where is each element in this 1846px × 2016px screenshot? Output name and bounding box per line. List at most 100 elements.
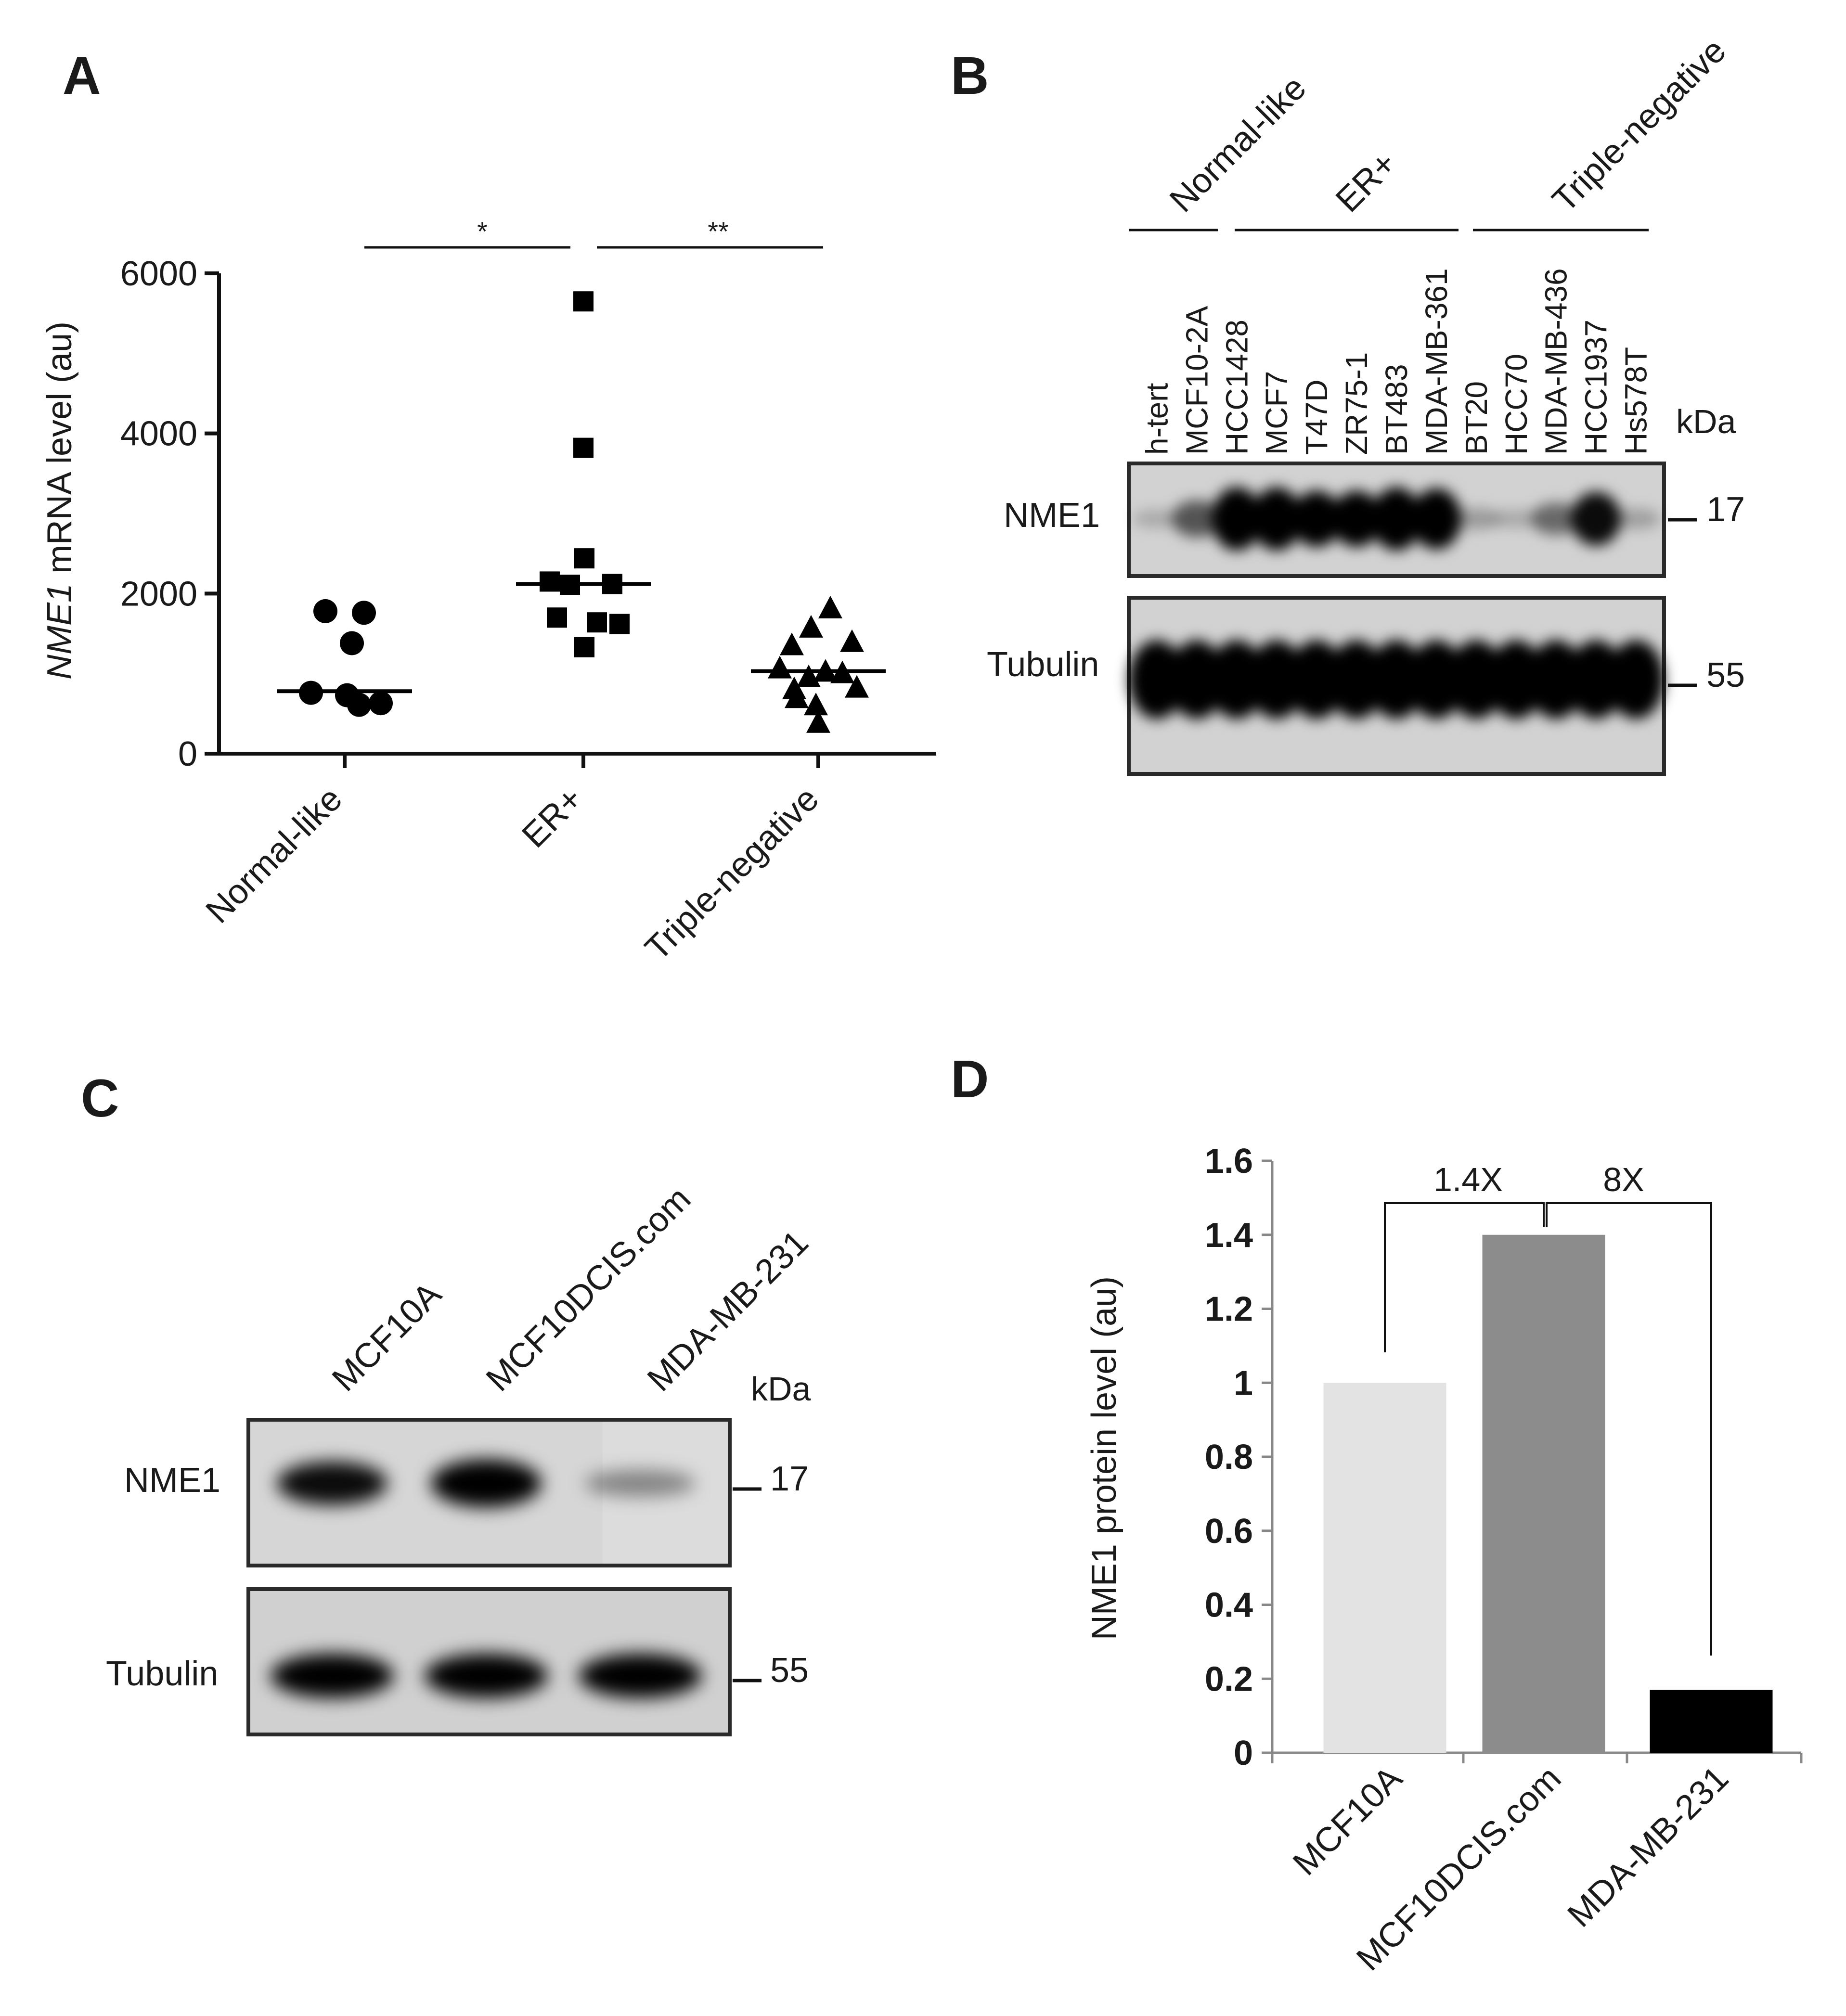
panel-b-tubulin-band xyxy=(1408,640,1464,719)
panel-b-lane-hs578t: Hs578T xyxy=(1619,347,1653,455)
panel-d-xlabel-mda-mb-231: MDA-MB-231 xyxy=(1560,1759,1736,1935)
panel-b-lane-bt483: BT483 xyxy=(1379,364,1414,455)
panel-b-lane-mcf10-2a: MCF10-2A xyxy=(1179,306,1214,455)
panel-a-ytick-label: 6000 xyxy=(120,255,197,293)
panel-d-bracket-right xyxy=(1546,1202,1712,1656)
panel-b-tubulin-band xyxy=(1448,640,1504,719)
panel-b-nme1-band xyxy=(1331,490,1381,547)
panel-b-kda-label: kDa xyxy=(1676,403,1736,440)
panel-b-group-er-plus: ER+ xyxy=(1329,144,1404,219)
panel-b-lane-zr75-1: ZR75-1 xyxy=(1339,352,1374,455)
panel-a-point-triple-negative xyxy=(804,693,828,716)
panel-d-ytick-label: 0.6 xyxy=(1205,1512,1253,1551)
panel-a-point-normal-like xyxy=(347,693,371,717)
panel-a-ytick-label: 2000 xyxy=(120,575,197,613)
panel-c-tubulin-band xyxy=(425,1654,548,1698)
panel-d-fold-right: 8X xyxy=(1603,1161,1644,1198)
panel-a-point-er xyxy=(587,612,607,633)
panel-c-letter: C xyxy=(81,1069,119,1128)
panel-b-tubulin-band xyxy=(1289,640,1345,719)
panel-c-tubulin-band xyxy=(271,1654,394,1698)
panel-b-nme1-band xyxy=(1252,487,1302,551)
panel-d-ytick-label: 1 xyxy=(1234,1364,1253,1402)
panel-b-tubulin-band xyxy=(1368,640,1425,719)
panel-b-letter: B xyxy=(951,46,989,105)
panel-d-ytick-label: 1.2 xyxy=(1205,1290,1253,1329)
panel-b-nme1-band xyxy=(1611,509,1661,529)
panel-b-nme1-band xyxy=(1411,488,1461,550)
panel-b-lane-t47d: T47D xyxy=(1299,380,1334,455)
panel-b-tubulin-band xyxy=(1329,640,1385,719)
panel-d-bracket-left xyxy=(1384,1202,1545,1352)
panel-a-ytick-label: 0 xyxy=(178,735,197,773)
panel-a-sig-label-right: ** xyxy=(708,216,729,246)
panel-b-tubulin-band xyxy=(1209,640,1265,719)
panel-b-nme1-band xyxy=(1491,510,1541,528)
panel-b-group-normal-like: Normal-like xyxy=(1162,68,1314,219)
panel-d-ytick-label: 1.4 xyxy=(1205,1216,1253,1255)
panel-a-xlabel-er-plus: ER+ xyxy=(515,780,590,855)
panel-d-ytick-label: 0 xyxy=(1234,1734,1253,1772)
panel-d-bar-mcf10dcis-com xyxy=(1482,1234,1605,1753)
panel-a-letter: A xyxy=(63,46,101,105)
panel-a-ylabel-gene: NME1 xyxy=(40,583,79,680)
panel-b-tubulin-label: Tubulin xyxy=(987,645,1099,684)
panel-b-lane-mda-mb-361: MDA-MB-361 xyxy=(1419,268,1454,455)
panel-a-point-er xyxy=(547,607,567,628)
panel-a-point-triple-negative xyxy=(797,664,821,687)
panel-b-tubulin-band xyxy=(1169,640,1225,719)
panel-b-tubulin-marker: 55 xyxy=(1706,656,1745,694)
panel-d-ytick-label: 1.6 xyxy=(1205,1142,1253,1181)
panel-a-point-triple-negative xyxy=(818,595,842,618)
panel-a-xlabel-normal-like: Normal-like xyxy=(198,780,349,931)
panel-b-nme1-band xyxy=(1172,500,1222,538)
panel-c-nme1-marker: 17 xyxy=(770,1460,809,1498)
panel-a-point-normal-like xyxy=(340,631,364,655)
panel-c-nme1-band xyxy=(431,1459,542,1507)
panel-a-point-normal-like xyxy=(352,601,376,625)
panel-d-letter: D xyxy=(951,1050,989,1109)
panel-b-nme1-band xyxy=(1531,502,1581,535)
panel-d: D NME1 protein level (au) 0 0.2 0.4 0.6 0.8 1… xyxy=(951,1050,1803,1978)
panel-d-fold-left: 1.4X xyxy=(1433,1161,1503,1198)
panel-b-nme1-band xyxy=(1571,492,1621,546)
panel-b-lane-hcc1428: HCC1428 xyxy=(1219,320,1254,455)
panel-a-point-triple-negative xyxy=(806,710,830,733)
panel-c: C MCF10A MCF10DCIS.com MDA-MB-231 kDa NM… xyxy=(81,1069,816,1736)
panel-d-ytick-label: 0.4 xyxy=(1205,1586,1253,1625)
panel-b-lane-bt20: BT20 xyxy=(1459,381,1494,455)
panel-a-xlabel-triple-negative: Triple-negative xyxy=(638,780,826,968)
panel-d-bar-mcf10a xyxy=(1323,1383,1446,1753)
panel-a-ylabel: NME1 mRNA level (au) xyxy=(40,321,79,680)
panel-a-ylabel-rest: mRNA level (au) xyxy=(40,321,79,583)
panel-a-point-normal-like xyxy=(369,691,393,716)
panel-b-lane-mcf7: MCF7 xyxy=(1259,371,1294,455)
panel-a-point-triple-negative xyxy=(799,615,823,638)
panel-d-ytick-label: 0.2 xyxy=(1205,1660,1253,1698)
panel-b-lane-mda-mb-436: MDA-MB-436 xyxy=(1539,268,1574,455)
panel-b-tubulin-band xyxy=(1608,640,1664,719)
panel-b-lane-hcc1937: HCC1937 xyxy=(1579,320,1614,455)
panel-a-point-er xyxy=(573,437,594,458)
panel-b-tubulin-band xyxy=(1488,640,1544,719)
panel-a-point-triple-negative xyxy=(840,629,864,652)
panel-c-nme1-band xyxy=(277,1461,387,1505)
panel-b: B Normal-like ER+ Triple-negative h-tert… xyxy=(951,31,1745,776)
panel-a-point-er xyxy=(574,637,594,657)
panel-a-point-er xyxy=(574,548,594,569)
panel-b-nme1-marker: 17 xyxy=(1706,490,1745,529)
panel-b-nme1-band xyxy=(1291,490,1342,547)
panel-a-point-normal-like xyxy=(313,599,337,623)
panel-c-nme1-label: NME1 xyxy=(124,1461,220,1500)
panel-a-point-er xyxy=(609,614,630,634)
panel-c-tubulin-label: Tubulin xyxy=(106,1655,218,1693)
panel-a-point-er xyxy=(540,571,560,592)
panel-b-nme1-band xyxy=(1451,508,1501,529)
panel-d-ylabel: NME1 protein level (au) xyxy=(1085,1276,1123,1640)
panel-a-point-triple-negative xyxy=(780,632,804,655)
panel-b-nme1-band xyxy=(1212,487,1262,551)
panel-c-kda-label: kDa xyxy=(751,1370,811,1408)
panel-b-nme1-band xyxy=(1371,487,1421,551)
panel-b-group-triple-negative: Triple-negative xyxy=(1545,31,1733,219)
panel-b-tubulin-band xyxy=(1528,640,1584,719)
